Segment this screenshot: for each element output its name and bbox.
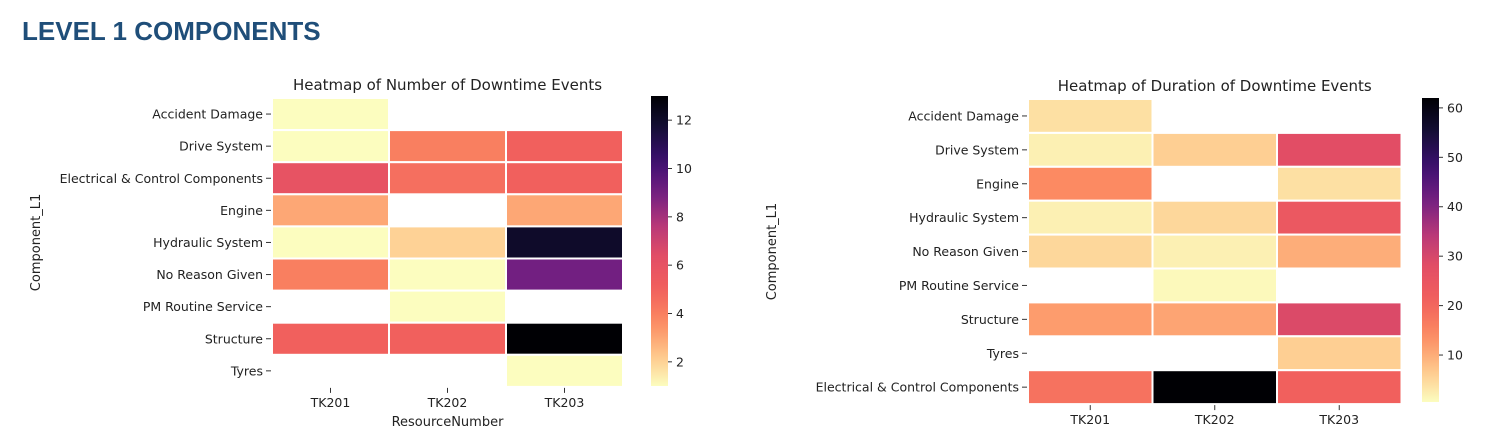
heatmap-cell — [271, 129, 390, 164]
y-tick-label: PM Routine Service — [143, 299, 263, 314]
heatmap-cell — [1027, 131, 1154, 168]
heatmap-cell — [388, 257, 507, 292]
heatmap-cell — [388, 321, 507, 356]
y-tick-label: Drive System — [179, 139, 263, 154]
y-tick-label: Electrical & Control Components — [60, 171, 263, 186]
heatmap-cell — [505, 129, 624, 164]
y-tick-label: PM Routine Service — [899, 278, 1019, 293]
x-tick-label: TK201 — [310, 395, 351, 410]
heatmap-cell — [1027, 98, 1154, 134]
colorbar-tick-label: 4 — [676, 306, 684, 321]
heatmap-cell — [1151, 369, 1278, 406]
heatmap-cell — [1276, 301, 1403, 338]
heatmap-cell — [1151, 233, 1278, 270]
y-tick-label: Tyres — [230, 363, 263, 378]
y-tick-label: Engine — [220, 203, 263, 218]
heatmap-cell — [505, 193, 624, 228]
heatmap-cell — [271, 193, 390, 228]
heatmap-downtime-duration: Heatmap of Duration of Downtime Events Ac… — [765, 77, 1463, 427]
heatmap-cell — [1027, 369, 1154, 406]
y-tick-label: Tyres — [986, 346, 1019, 361]
x-tick-label: TK202 — [1194, 412, 1235, 427]
heatmap-cell — [271, 161, 390, 196]
heatmap-cell — [1276, 369, 1403, 406]
heatmap-downtime-count: Heatmap of Number of Downtime Events Acci… — [29, 76, 692, 430]
heatmap-cell — [1151, 301, 1278, 338]
x-tick-label: TK201 — [1069, 412, 1110, 427]
heatmap-cell — [1151, 199, 1278, 236]
heatmap-cell — [1027, 233, 1154, 270]
x-tick-label: TK203 — [1318, 412, 1359, 427]
y-tick-label: Hydraulic System — [153, 235, 263, 250]
heatmap-cell — [271, 97, 390, 132]
colorbar-tick-label: 12 — [676, 113, 692, 128]
y-tick-label: No Reason Given — [912, 244, 1019, 259]
heatmap-cell — [271, 257, 390, 292]
y-tick-label: No Reason Given — [156, 267, 263, 282]
heatmap-cell — [505, 321, 624, 356]
heatmap-cell — [1276, 335, 1403, 372]
colorbar-tick-label: 10 — [676, 161, 692, 176]
heatmap-cell — [388, 289, 507, 324]
y-tick-label: Structure — [205, 331, 263, 346]
colorbar-tick-label: 6 — [676, 258, 684, 273]
y-axis-label: Component_L1 — [29, 194, 44, 292]
y-tick-label: Structure — [961, 312, 1019, 327]
heatmap-cell — [505, 225, 624, 260]
y-tick-label: Electrical & Control Components — [816, 380, 1019, 395]
y-tick-label: Drive System — [935, 142, 1019, 157]
heatmap-cell — [1276, 165, 1403, 202]
colorbar-tick-label: 40 — [1447, 199, 1463, 214]
colorbar — [1422, 98, 1439, 402]
heatmap-cell — [388, 129, 507, 164]
y-tick-label: Accident Damage — [908, 108, 1019, 123]
colorbar-tick-label: 20 — [1447, 298, 1463, 313]
heatmap-cell — [1027, 165, 1154, 202]
heatmap-cell — [1276, 233, 1403, 270]
x-tick-label: TK202 — [427, 395, 468, 410]
heatmap-cell — [1151, 267, 1278, 304]
y-tick-label: Accident Damage — [152, 107, 263, 122]
y-tick-label: Hydraulic System — [909, 210, 1019, 225]
heatmap-cell — [271, 225, 390, 260]
heatmap-cell — [505, 257, 624, 292]
colorbar-tick-label: 8 — [676, 209, 684, 224]
colorbar — [651, 96, 668, 386]
chart-title: Heatmap of Number of Downtime Events — [293, 76, 602, 94]
x-axis-label: ResourceNumber — [392, 415, 504, 430]
page-title: LEVEL 1 COMPONENTS — [22, 16, 321, 46]
heatmap-cell — [388, 225, 507, 260]
heatmap-cell — [505, 161, 624, 196]
y-tick-label: Engine — [976, 176, 1019, 191]
heatmap-cell — [388, 161, 507, 196]
heatmap-cell — [1276, 199, 1403, 236]
y-axis-label: Component_L1 — [765, 203, 780, 300]
colorbar-tick-label: 30 — [1447, 249, 1463, 264]
heatmap-cell — [1151, 131, 1278, 168]
x-tick-label: TK203 — [544, 395, 585, 410]
colorbar-tick-label: 50 — [1447, 150, 1463, 165]
heatmap-cell — [1276, 131, 1403, 168]
colorbar-tick-label: 10 — [1447, 348, 1463, 363]
heatmap-cell — [505, 353, 624, 388]
colorbar-tick-label: 2 — [676, 354, 684, 369]
chart-title: Heatmap of Duration of Downtime Events — [1058, 77, 1372, 95]
heatmap-cell — [1027, 199, 1154, 236]
colorbar-tick-label: 60 — [1447, 100, 1463, 115]
heatmap-cell — [271, 321, 390, 356]
heatmap-cell — [1027, 301, 1154, 338]
